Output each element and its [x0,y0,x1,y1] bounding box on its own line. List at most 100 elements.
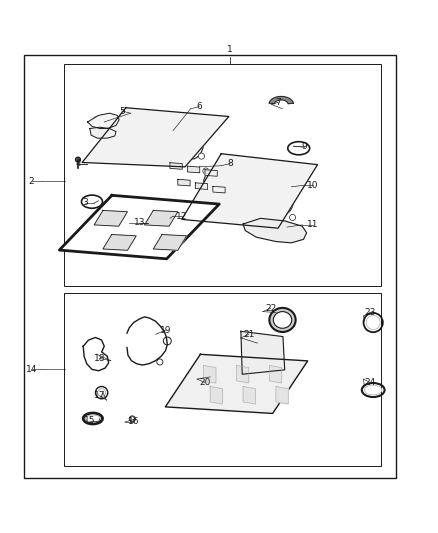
Polygon shape [182,154,318,228]
Ellipse shape [292,231,301,238]
Circle shape [104,114,113,123]
Polygon shape [243,386,255,404]
Circle shape [274,338,278,342]
Text: 13: 13 [134,218,145,227]
Circle shape [247,366,251,371]
Circle shape [157,359,163,365]
Circle shape [200,360,205,366]
Circle shape [290,180,297,187]
Text: 18: 18 [94,354,106,363]
Circle shape [203,168,209,174]
Circle shape [366,316,380,329]
Circle shape [268,405,273,410]
Circle shape [200,125,206,132]
Circle shape [183,402,187,407]
Text: 2: 2 [29,176,34,185]
Circle shape [131,418,134,420]
Polygon shape [237,366,249,383]
Polygon shape [60,195,219,259]
Ellipse shape [106,117,127,149]
Ellipse shape [157,124,178,156]
Polygon shape [241,332,285,374]
Circle shape [95,386,108,399]
Ellipse shape [227,175,246,204]
Text: 8: 8 [227,159,233,168]
Polygon shape [269,96,293,104]
Circle shape [129,416,135,422]
Polygon shape [166,354,308,414]
Circle shape [105,128,112,135]
Text: 1: 1 [227,45,233,54]
Ellipse shape [273,226,283,233]
Polygon shape [213,187,225,193]
Circle shape [290,214,296,221]
Text: 17: 17 [94,391,106,400]
Ellipse shape [183,128,204,159]
Circle shape [91,340,97,346]
Text: 21: 21 [243,330,254,339]
Bar [64,64,381,286]
Polygon shape [145,211,178,226]
Ellipse shape [203,169,222,199]
Polygon shape [103,235,136,251]
Polygon shape [88,113,119,128]
Circle shape [205,212,211,218]
Circle shape [286,365,291,370]
Circle shape [141,112,148,118]
Text: 5: 5 [119,107,125,116]
Polygon shape [243,219,307,243]
Polygon shape [94,211,127,226]
Circle shape [198,153,205,159]
Ellipse shape [269,308,296,332]
Text: 15: 15 [84,416,95,425]
Text: 4: 4 [75,159,81,168]
Text: 14: 14 [26,365,37,374]
Circle shape [95,128,102,135]
Text: 20: 20 [199,378,211,387]
Bar [24,55,396,478]
Text: 12: 12 [176,212,187,221]
Text: 19: 19 [160,326,171,335]
Text: 7: 7 [275,98,281,107]
Circle shape [163,337,171,345]
Text: 6: 6 [196,102,202,111]
Text: 22: 22 [265,304,276,313]
Circle shape [93,116,102,125]
Polygon shape [205,169,217,176]
Text: 11: 11 [307,220,319,229]
Circle shape [246,334,250,339]
Ellipse shape [273,312,292,328]
Ellipse shape [252,227,262,234]
Polygon shape [170,163,182,169]
Text: 24: 24 [364,378,376,387]
Text: 9: 9 [301,142,307,150]
Circle shape [99,348,103,352]
Polygon shape [153,235,187,251]
Polygon shape [195,183,208,189]
Circle shape [275,365,279,369]
Text: 10: 10 [307,181,319,190]
Ellipse shape [85,415,100,422]
Polygon shape [82,108,229,167]
Polygon shape [178,179,190,186]
Circle shape [75,157,81,162]
Polygon shape [83,337,109,371]
Polygon shape [210,386,223,404]
Ellipse shape [132,121,153,152]
Circle shape [98,389,106,397]
Text: 16: 16 [128,417,139,426]
Ellipse shape [249,339,277,366]
Ellipse shape [251,180,270,209]
Ellipse shape [276,185,294,215]
Bar [64,293,381,466]
Ellipse shape [364,385,382,395]
Polygon shape [276,386,288,404]
Circle shape [111,154,117,160]
Text: 3: 3 [82,198,88,207]
Polygon shape [90,127,116,138]
Polygon shape [204,366,216,383]
Circle shape [106,119,113,125]
Polygon shape [187,166,200,173]
Circle shape [177,120,183,126]
Polygon shape [269,366,282,383]
